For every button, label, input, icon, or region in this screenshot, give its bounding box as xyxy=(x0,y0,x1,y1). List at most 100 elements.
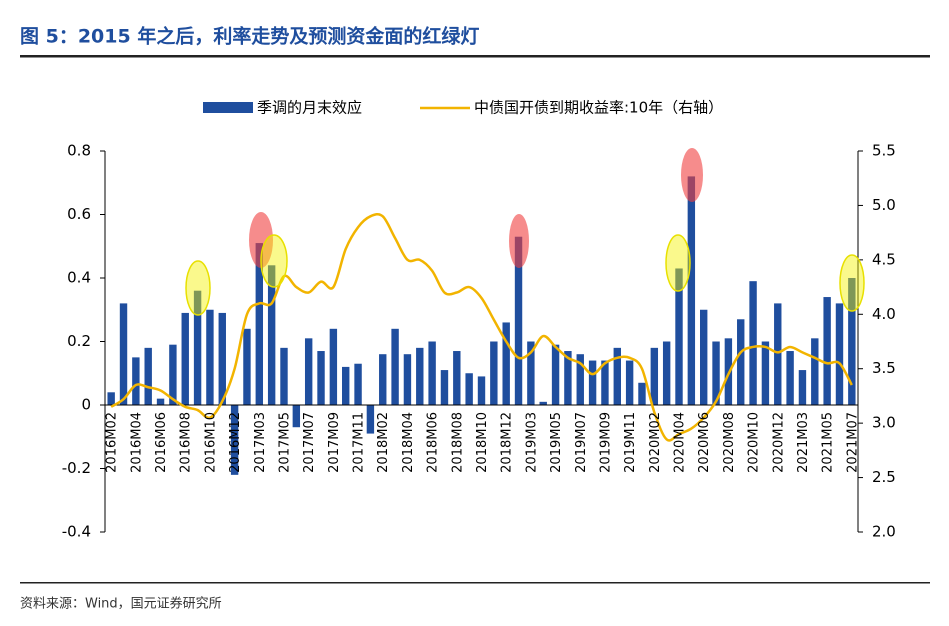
bar xyxy=(465,373,473,405)
x-tick-label: 2016M12 xyxy=(228,412,243,473)
bar xyxy=(243,328,251,405)
bar xyxy=(761,341,770,405)
bar xyxy=(638,382,646,405)
x-tick-label: 2016M10 xyxy=(203,412,218,473)
bar xyxy=(403,354,412,405)
x-tick-label: 2018M12 xyxy=(500,412,515,473)
bar xyxy=(255,243,264,405)
x-tick-label: 2021M07 xyxy=(845,412,860,473)
bar xyxy=(440,370,449,405)
bar xyxy=(329,328,338,405)
bar xyxy=(181,312,189,405)
y-tick-label: 0 xyxy=(81,396,91,414)
bar xyxy=(453,351,461,405)
x-tick-label: 2019M03 xyxy=(524,412,539,473)
y2-tick-label: 3.5 xyxy=(872,359,896,377)
y2-tick-label: 2.0 xyxy=(872,523,896,541)
x-tick-label: 2020M06 xyxy=(697,412,712,473)
x-tick-label: 2020M12 xyxy=(771,412,786,473)
x-tick-label: 2018M10 xyxy=(475,412,490,473)
bar xyxy=(193,290,202,405)
bar xyxy=(230,405,239,475)
x-tick-label: 2016M06 xyxy=(154,412,169,473)
bar xyxy=(490,341,498,405)
bar xyxy=(835,303,844,405)
line xyxy=(110,212,853,442)
source: 资料来源：Wind，国元证券研究所 xyxy=(20,596,222,612)
bar xyxy=(428,341,436,405)
x-tick-label: 2019M09 xyxy=(598,412,613,473)
highlight xyxy=(249,212,273,268)
bar xyxy=(379,354,387,405)
y-tick-label: 0.4 xyxy=(67,269,91,287)
bar xyxy=(292,405,301,428)
bar xyxy=(144,347,152,405)
x-tick-label: 2017M03 xyxy=(253,412,268,473)
bar xyxy=(391,328,399,405)
y2-tick-label: 3.0 xyxy=(872,414,896,432)
y-tick-label: 0.8 xyxy=(67,142,91,160)
bar xyxy=(502,322,510,405)
bar xyxy=(564,351,572,405)
bar xyxy=(539,401,547,405)
bar xyxy=(798,370,807,405)
bar xyxy=(699,309,708,405)
y-tick-label: -0.4 xyxy=(62,523,91,541)
legend-swatch xyxy=(203,102,253,113)
y2-tick-label: 4.0 xyxy=(872,305,896,323)
y2-tick-label: 2.5 xyxy=(872,468,896,486)
x-tick-label: 2020M10 xyxy=(747,412,762,473)
x-tick-label: 2018M04 xyxy=(401,412,416,473)
x-tick-label: 2021M05 xyxy=(821,412,836,473)
x-tick-label: 2019M07 xyxy=(574,412,589,473)
bar xyxy=(477,376,486,405)
y-tick-label: 0.2 xyxy=(67,332,91,350)
x-tick-label: 2020M02 xyxy=(648,412,663,473)
bar xyxy=(625,360,634,405)
y2-tick-label: 5.5 xyxy=(872,142,896,160)
x-tick-label: 2020M04 xyxy=(673,412,688,473)
bar xyxy=(304,338,313,405)
highlight xyxy=(665,234,691,292)
x-tick-label: 2017M09 xyxy=(327,412,342,473)
source-rule xyxy=(20,582,930,584)
bar xyxy=(169,344,177,405)
bar xyxy=(527,341,535,405)
x-tick-label: 2017M05 xyxy=(277,412,292,473)
bar xyxy=(107,392,115,405)
chart-title: 图 5：2015 年之后，利率走势及预测资金面的红绿灯 xyxy=(20,25,479,48)
highlight xyxy=(839,254,865,312)
highlights xyxy=(185,148,865,316)
y-tick-label: -0.2 xyxy=(62,459,91,477)
x-tick-label: 2021M03 xyxy=(796,412,811,473)
bar xyxy=(613,347,621,405)
bar xyxy=(551,344,560,405)
bar xyxy=(267,265,276,405)
bar xyxy=(342,366,350,405)
bar xyxy=(588,360,597,405)
bar xyxy=(416,347,424,405)
y-tick-label: 0.6 xyxy=(67,205,91,223)
bar xyxy=(823,297,831,405)
highlight xyxy=(509,214,529,268)
x-tick-label: 2016M02 xyxy=(105,412,120,473)
x-tick-label: 2020M08 xyxy=(722,412,737,473)
bar xyxy=(737,319,745,405)
x-tick-label: 2019M11 xyxy=(623,412,638,473)
highlight xyxy=(185,260,211,316)
bar xyxy=(206,309,214,405)
bar xyxy=(848,278,856,405)
bar xyxy=(156,398,165,405)
bar xyxy=(119,303,128,405)
title-rule xyxy=(20,55,930,58)
bar xyxy=(317,351,325,405)
bar xyxy=(218,312,226,405)
bar xyxy=(514,236,523,405)
bar xyxy=(786,351,794,405)
bar xyxy=(132,357,140,405)
bar xyxy=(650,347,659,405)
legend-label: 季调的月末效应 xyxy=(257,99,362,117)
y2-tick-label: 5.0 xyxy=(872,196,896,214)
x-tick-label: 2016M04 xyxy=(129,412,144,473)
